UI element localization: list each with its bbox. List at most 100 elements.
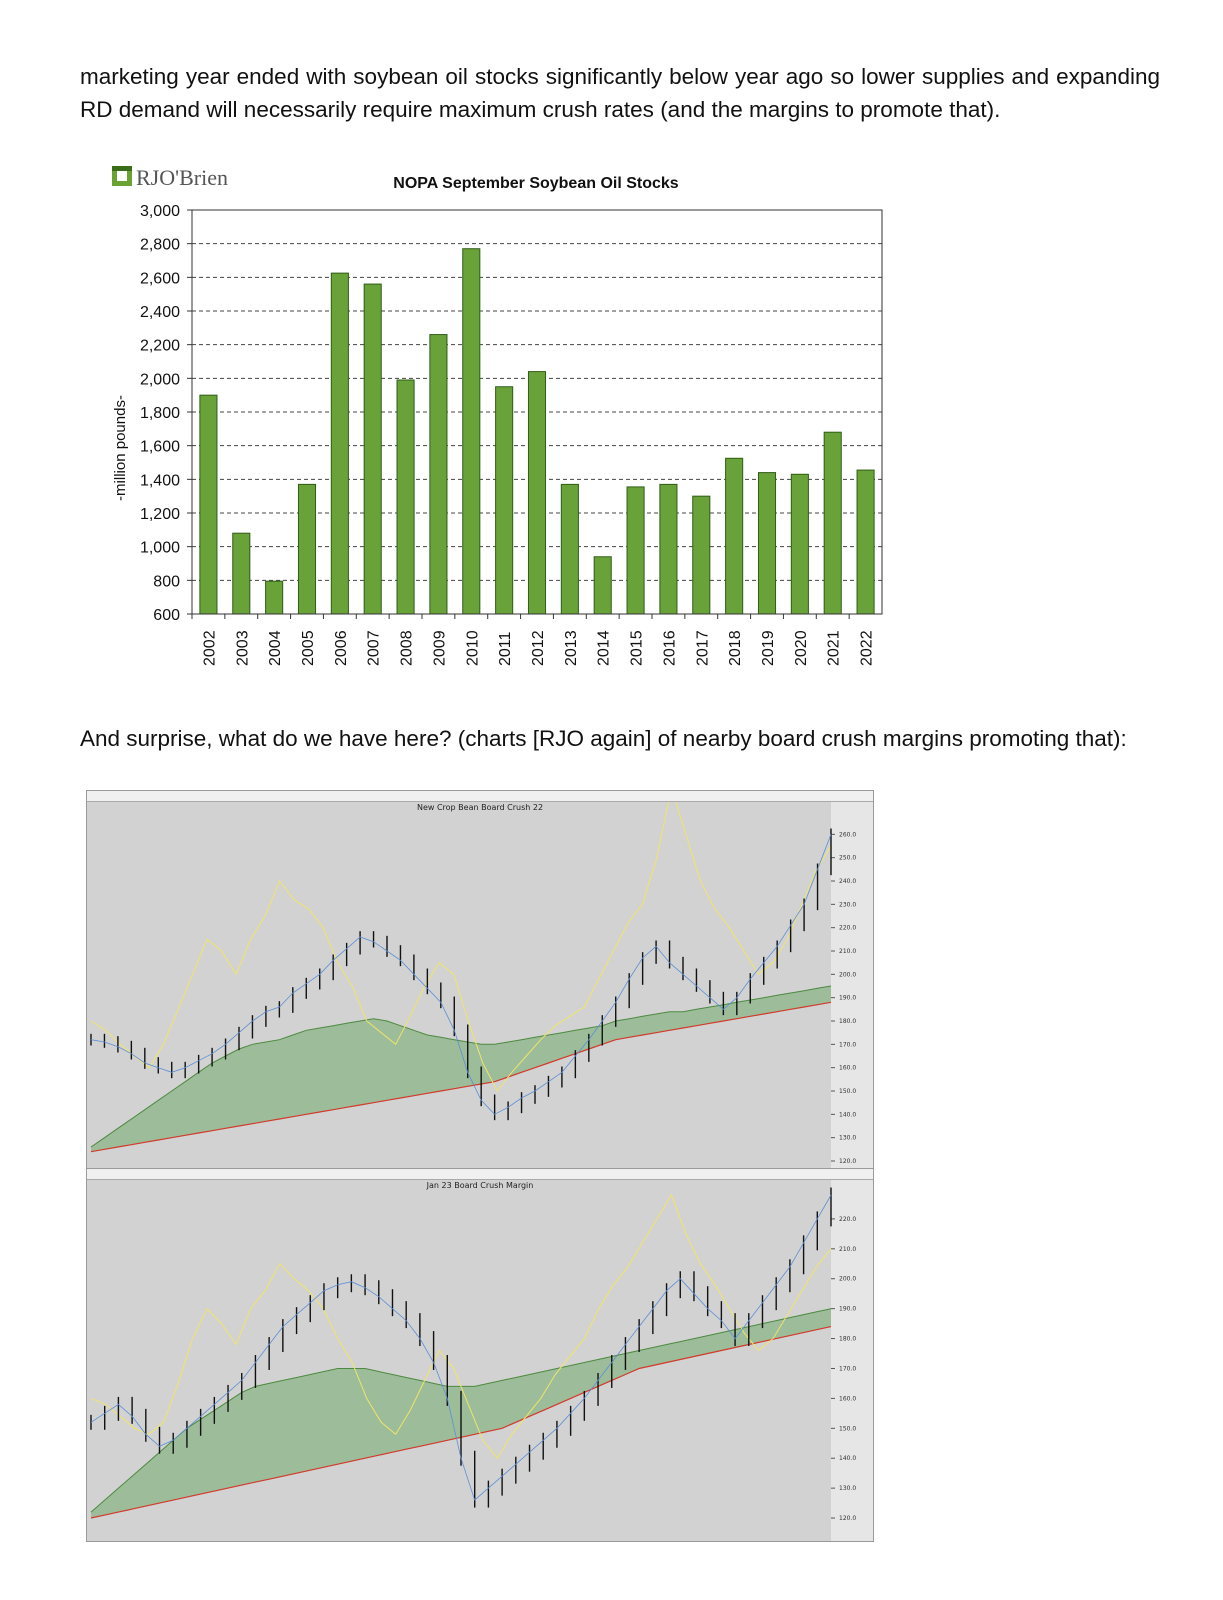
x-tick-label: 2010 — [464, 630, 481, 666]
y-tick-label: 120.0 — [839, 1158, 856, 1165]
y-tick-label: 230.0 — [839, 901, 856, 908]
y-tick-label: 140.0 — [839, 1111, 856, 1118]
soybean-oil-stocks-chart: RJO'Brien NOPA September Soybean Oil Sto… — [112, 165, 883, 666]
price-bars — [90, 828, 832, 1121]
bar-2021 — [823, 431, 842, 615]
x-axis-ticks: 2002 2003 2004 2005 2006 2007 2008 2009 2010 2011… — [191, 614, 876, 666]
x-tick-label: 2002 — [201, 630, 218, 666]
y-tick-label: 3,000 — [140, 203, 180, 220]
y-tick-label: 210.0 — [839, 1246, 856, 1253]
bar-2015 — [626, 486, 645, 615]
logo-text: RJO'Brien — [136, 165, 228, 190]
cloud-edge-line — [90, 1001, 832, 1153]
x-tick-label: 2007 — [366, 630, 383, 666]
x-tick-label: 2005 — [300, 630, 317, 666]
new-crop-crush-chart: New Crop Bean Board Crush 22 120.0 130.0 1… — [86, 790, 874, 1170]
x-tick-label: 2018 — [727, 630, 744, 666]
y-tick-label: 190.0 — [839, 1306, 856, 1313]
y-tick-label: 220.0 — [839, 1216, 856, 1223]
x-tick-label: 2004 — [267, 630, 284, 666]
x-tick-label: 2008 — [399, 630, 416, 666]
x-tick-label: 2011 — [497, 631, 514, 666]
y-tick-label: 1,200 — [140, 506, 180, 523]
y-tick-label: 2,800 — [140, 237, 180, 254]
bars — [199, 248, 875, 615]
y-tick-label: 150.0 — [839, 1088, 856, 1095]
price-axis — [831, 1179, 873, 1541]
bar-2003 — [232, 532, 251, 615]
rjo-brien-logo: RJO'Brien — [112, 165, 228, 190]
bar-2008 — [396, 379, 415, 615]
chart-date-header — [87, 791, 873, 802]
y-axis-ticks: 600 800 1,000 1,200 1,400 1,600 1,800 2,000 2,20… — [140, 203, 192, 624]
bar-2020 — [790, 473, 809, 615]
y-tick-label: 240.0 — [839, 878, 856, 885]
y-tick-label: 190.0 — [839, 995, 856, 1002]
y-tick-label: 1,600 — [140, 439, 180, 456]
y-tick-label: 600 — [153, 607, 180, 624]
lagging-line — [90, 791, 832, 1092]
y-tick-label: 200.0 — [839, 971, 856, 978]
bar-2018 — [725, 457, 744, 615]
bar-2017 — [692, 495, 711, 615]
x-tick-label: 2022 — [859, 630, 876, 666]
y-tick-label: 170.0 — [839, 1041, 856, 1048]
price-average-line — [90, 1194, 832, 1501]
lagging-line — [90, 1193, 832, 1460]
y-tick-label: 200.0 — [839, 1276, 856, 1283]
bar-2013 — [560, 483, 579, 615]
y-tick-label: 180.0 — [839, 1336, 856, 1343]
bar-2006 — [330, 272, 349, 615]
bar-2002 — [199, 394, 218, 615]
y-tick-label: 260.0 — [839, 831, 856, 838]
bar-2007 — [363, 283, 382, 615]
chart-canvas: 120.0 130.0 140.0 150.0 160.0 170.0 180.0 190.0… — [90, 1179, 873, 1541]
chart-date-header — [87, 1169, 873, 1180]
y-tick-label: 1,800 — [140, 405, 180, 422]
y-tick-label: 130.0 — [839, 1485, 856, 1492]
price-axis — [831, 801, 873, 1169]
x-tick-label: 2003 — [234, 630, 251, 666]
bar-2005 — [297, 483, 317, 615]
y-tick-label: 130.0 — [839, 1135, 856, 1142]
y-tick-label: 800 — [153, 573, 180, 590]
x-tick-label: 2020 — [793, 630, 810, 666]
x-tick-label: 2013 — [563, 630, 580, 666]
bar-2022 — [856, 469, 875, 615]
x-tick-label: 2017 — [694, 630, 711, 666]
bar-2011 — [495, 386, 514, 615]
y-tick-label: 210.0 — [839, 948, 856, 955]
y-tick-label: 120.0 — [839, 1515, 856, 1522]
price-average-line — [90, 834, 832, 1115]
jan23-crush-chart: Jan 23 Board Crush Margin 120.0 130.0 140.… — [86, 1168, 874, 1542]
y-tick-label: 250.0 — [839, 855, 856, 862]
x-tick-label: 2016 — [661, 630, 678, 666]
bar-2004 — [265, 580, 284, 615]
chart-title: NOPA September Soybean Oil Stocks — [393, 175, 679, 192]
chart-title: New Crop Bean Board Crush 22 — [416, 803, 544, 812]
bar-2012 — [527, 371, 547, 615]
chart-title: Jan 23 Board Crush Margin — [426, 1181, 534, 1190]
x-tick-label: 2019 — [760, 630, 777, 666]
plot-frame — [191, 209, 883, 615]
y-tick-label: 1,000 — [140, 540, 180, 557]
y-tick-label: 180.0 — [839, 1018, 856, 1025]
y-tick-label: 150.0 — [839, 1425, 856, 1432]
y-tick-label: 2,400 — [140, 304, 180, 321]
paragraph-intro: marketing year ended with soybean oil st… — [80, 64, 1160, 122]
y-tick-label: 140.0 — [839, 1455, 856, 1462]
y-tick-label: 170.0 — [839, 1365, 856, 1372]
x-tick-label: 2012 — [530, 630, 547, 666]
y-tick-label: 220.0 — [839, 925, 856, 932]
y-axis-label: -million pounds- — [112, 395, 129, 501]
y-tick-label: 160.0 — [839, 1065, 856, 1072]
x-tick-label: 2006 — [333, 630, 350, 666]
bar-2016 — [659, 483, 678, 615]
x-tick-label: 2021 — [826, 630, 843, 666]
y-tick-label: 1,400 — [140, 472, 180, 489]
bar-2010 — [462, 248, 481, 615]
x-tick-label: 2015 — [629, 630, 646, 666]
y-tick-label: 160.0 — [839, 1395, 856, 1402]
cloud-edge-line — [90, 985, 832, 1148]
y-tick-label: 2,000 — [140, 371, 180, 388]
